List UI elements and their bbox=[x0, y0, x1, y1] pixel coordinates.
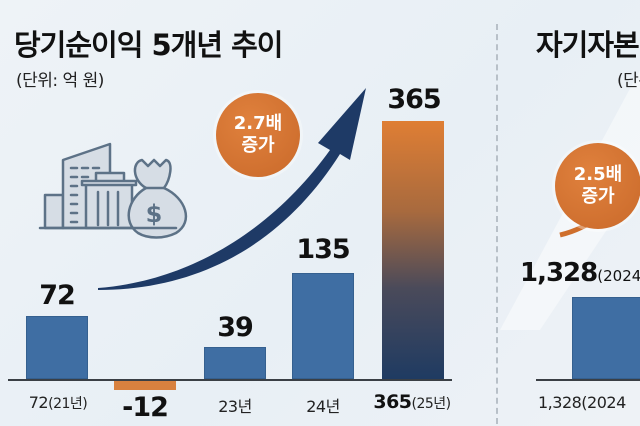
badge-label: 증가 bbox=[581, 186, 615, 207]
badge-label: 증가 bbox=[241, 135, 275, 156]
panel-divider bbox=[496, 24, 498, 424]
x-axis-line bbox=[8, 379, 452, 381]
chart-title: 자기자본 bbox=[536, 28, 640, 62]
bar-2024 bbox=[572, 297, 640, 379]
equity-chart: 자기자본 (단위 2.5배 증가 1,328(2024 1,328(2024 bbox=[500, 0, 640, 426]
badge-multiplier: 2.5배 bbox=[573, 164, 623, 185]
bar-value-label: 135 bbox=[296, 234, 350, 265]
bar-21 bbox=[26, 316, 88, 379]
x-label-21: 72(21년) bbox=[28, 393, 88, 412]
bar-value-label: -12 bbox=[122, 392, 169, 423]
chart-unit: (단위 bbox=[617, 71, 640, 91]
badge-multiplier: 2.7배 bbox=[233, 113, 283, 134]
x-label-25: 365(25년) bbox=[373, 391, 451, 413]
x-axis-line bbox=[536, 379, 640, 381]
net-income-chart: 당기순이익 5개년 추이 (단위: 억 원) $ 2.7배 증가 bbox=[8, 28, 452, 423]
growth-badge: 2.5배 증가 bbox=[555, 143, 640, 229]
chart-title: 당기순이익 5개년 추이 bbox=[14, 28, 283, 62]
x-label-23: 23년 bbox=[218, 397, 252, 416]
buildings-money-bag-icon: $ bbox=[38, 142, 188, 239]
bar-25 bbox=[382, 121, 444, 379]
x-label-2024: 1,328(2024 bbox=[538, 393, 626, 412]
x-label-24: 24년 bbox=[306, 397, 340, 416]
bar-value-label: 39 bbox=[217, 312, 254, 343]
bar-value-label: 365 bbox=[387, 84, 441, 115]
growth-badge: 2.7배 증가 bbox=[216, 93, 300, 177]
svg-text:$: $ bbox=[146, 200, 163, 228]
growth-arrow-icon bbox=[98, 88, 366, 290]
chart-unit: (단위: 억 원) bbox=[16, 71, 104, 91]
bar-24 bbox=[292, 273, 354, 379]
bar-value-label: 72 bbox=[39, 280, 76, 311]
bar-22-negative bbox=[114, 381, 176, 390]
bar-value-label: 1,328(2024 bbox=[520, 258, 640, 288]
bar-23 bbox=[204, 347, 266, 379]
